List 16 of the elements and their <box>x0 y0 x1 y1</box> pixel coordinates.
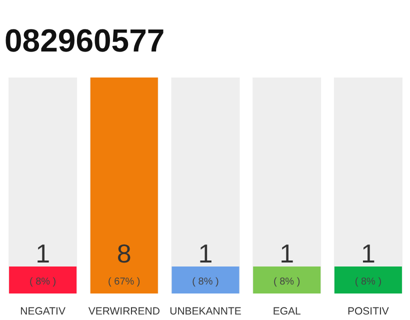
data-label: 1 <box>280 238 294 268</box>
annotation: ( 8% ) <box>274 276 300 288</box>
data-label: 8 <box>116 238 132 268</box>
annotation: ( 8% ) <box>192 276 219 288</box>
annotation: ( 8% ) <box>29 276 56 288</box>
chart-title: 082960577 <box>4 22 165 58</box>
x-tick-label: UNBEKANNTE <box>170 306 242 318</box>
x-tick-label: NEGATIV <box>20 306 66 318</box>
data-label: 1 <box>360 238 376 268</box>
annotation: ( 8% ) <box>354 276 382 288</box>
x-tick-label: POSITIV <box>347 306 389 318</box>
x-tick-label: EGAL <box>272 306 302 318</box>
data-label: 1 <box>36 238 50 268</box>
data-label: 1 <box>198 238 213 268</box>
annotation: ( 67% ) <box>108 276 140 288</box>
x-tick-label: VERWIRREND <box>88 306 160 318</box>
